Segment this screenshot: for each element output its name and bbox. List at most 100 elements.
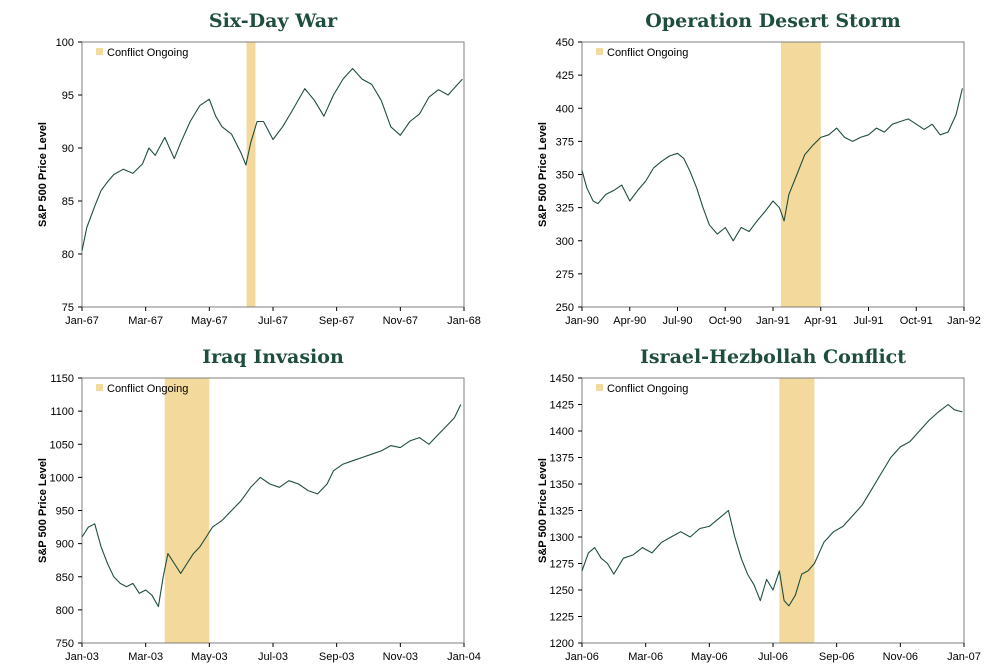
y-tick-label: 1400 xyxy=(550,426,574,438)
legend-swatch xyxy=(96,384,103,391)
y-tick-label: 900 xyxy=(56,539,74,551)
y-tick-label: 1225 xyxy=(550,612,574,624)
price-series-line xyxy=(581,403,963,607)
x-tick-label: Mar-06 xyxy=(628,651,663,663)
conflict-band xyxy=(246,42,256,307)
y-axis-label: S&P 500 Price Level xyxy=(37,122,49,227)
x-tick-label: Jul-03 xyxy=(258,651,288,663)
y-tick-label: 750 xyxy=(56,638,74,650)
y-tick-label: 1000 xyxy=(50,472,74,484)
chart-svg: Israel-Hezbollah Conflict 1200 1225 1250 127… xyxy=(537,346,981,663)
y-tick-label: 95 xyxy=(62,90,74,102)
y-tick-label: 100 xyxy=(56,37,74,49)
y-tick-label: 1375 xyxy=(550,453,574,465)
x-tick-label: Apr-91 xyxy=(804,315,837,327)
chart-panel-operation-desert-storm: Operation Desert Storm 250 275 300 325 350 375… xyxy=(500,0,1000,336)
x-tick-label: Jul-91 xyxy=(854,315,884,327)
x-tick-label: Mar-03 xyxy=(128,651,163,663)
y-tick-label: 325 xyxy=(556,203,574,215)
y-tick-label: 75 xyxy=(62,302,74,314)
chart-title: Six-Day War xyxy=(209,10,338,32)
y-tick-label: 1325 xyxy=(550,506,574,518)
chart-title: Operation Desert Storm xyxy=(645,10,900,32)
y-tick-label: 80 xyxy=(62,249,74,261)
legend-swatch xyxy=(596,48,603,55)
y-axis-label: S&P 500 Price Level xyxy=(537,122,549,227)
y-tick-label: 950 xyxy=(56,506,74,518)
y-tick-label: 90 xyxy=(62,143,74,155)
conflict-band xyxy=(780,42,821,307)
price-series-line xyxy=(581,88,963,242)
y-tick-label: 1250 xyxy=(550,585,574,597)
y-tick-label: 375 xyxy=(556,136,574,148)
y-tick-label: 400 xyxy=(556,103,574,115)
chart-panel-six-day-war: Six-Day War 75 80 85 90 95 100 Jan-67 Mar-67 May-… xyxy=(0,0,500,336)
x-tick-label: Jul-67 xyxy=(258,315,288,327)
x-tick-label: Jan-90 xyxy=(565,315,599,327)
chart-svg: Iraq Invasion 750 800 850 900 950 1000 1050 1100… xyxy=(37,346,481,663)
y-tick-label: 1200 xyxy=(550,638,574,650)
x-tick-label: May-03 xyxy=(191,651,228,663)
y-tick-label: 250 xyxy=(556,302,574,314)
y-tick-label: 1450 xyxy=(550,373,574,385)
x-tick-label: Jan-06 xyxy=(565,651,599,663)
x-tick-label: Oct-90 xyxy=(709,315,742,327)
x-tick-label: May-67 xyxy=(191,315,228,327)
x-tick-label: Mar-67 xyxy=(128,315,163,327)
legend-label: Conflict Ongoing xyxy=(107,383,188,395)
chart-svg: Operation Desert Storm 250 275 300 325 350 375… xyxy=(537,10,981,327)
chart-panel-israel-hezbollah: Israel-Hezbollah Conflict 1200 1225 1250 127… xyxy=(500,336,1000,672)
x-tick-label: Nov-03 xyxy=(383,651,418,663)
chart-panel-iraq-invasion: Iraq Invasion 750 800 850 900 950 1000 1050 1100… xyxy=(0,336,500,672)
x-tick-label: Sep-06 xyxy=(819,651,854,663)
y-tick-label: 425 xyxy=(556,70,574,82)
y-tick-label: 1350 xyxy=(550,479,574,491)
x-tick-label: Nov-06 xyxy=(883,651,918,663)
x-tick-label: Jul-90 xyxy=(663,315,693,327)
legend-swatch xyxy=(596,384,603,391)
plot-frame xyxy=(581,41,965,308)
x-tick-label: Jul-06 xyxy=(758,651,788,663)
y-tick-label: 300 xyxy=(556,236,574,248)
y-tick-label: 1425 xyxy=(550,400,574,412)
y-tick-label: 275 xyxy=(556,269,574,281)
chart-title: Israel-Hezbollah Conflict xyxy=(640,346,906,368)
x-tick-label: Apr-90 xyxy=(613,315,646,327)
plot-frame xyxy=(81,377,465,644)
x-tick-label: Jan-68 xyxy=(447,315,481,327)
price-series-line xyxy=(81,67,463,251)
y-tick-label: 1050 xyxy=(50,439,74,451)
y-axis-label: S&P 500 Price Level xyxy=(37,458,49,563)
y-tick-label: 350 xyxy=(556,170,574,182)
legend-label: Conflict Ongoing xyxy=(607,383,688,395)
x-tick-label: Jan-04 xyxy=(447,651,481,663)
x-tick-label: May-06 xyxy=(691,651,728,663)
y-tick-label: 85 xyxy=(62,196,74,208)
x-tick-label: Sep-67 xyxy=(319,315,354,327)
x-tick-label: Sep-03 xyxy=(319,651,354,663)
legend-swatch xyxy=(96,48,103,55)
y-tick-label: 850 xyxy=(56,572,74,584)
chart-svg: Six-Day War 75 80 85 90 95 100 Jan-67 Mar-67 May-… xyxy=(37,10,481,327)
y-axis-label: S&P 500 Price Level xyxy=(537,458,549,563)
x-tick-label: Jan-03 xyxy=(65,651,99,663)
chart-title: Iraq Invasion xyxy=(202,346,344,368)
legend-label: Conflict Ongoing xyxy=(607,47,688,59)
x-tick-label: Nov-67 xyxy=(383,315,418,327)
x-tick-label: Oct-91 xyxy=(900,315,933,327)
conflict-band xyxy=(779,378,815,643)
y-tick-label: 450 xyxy=(556,37,574,49)
conflict-band xyxy=(164,378,210,643)
legend-label: Conflict Ongoing xyxy=(107,47,188,59)
x-tick-label: Jan-92 xyxy=(947,315,981,327)
x-tick-label: Jan-91 xyxy=(756,315,790,327)
x-tick-label: Jan-67 xyxy=(65,315,99,327)
price-series-line xyxy=(81,404,462,608)
y-tick-label: 1300 xyxy=(550,532,574,544)
y-tick-label: 800 xyxy=(56,605,74,617)
plot-frame xyxy=(81,41,465,308)
y-tick-label: 1275 xyxy=(550,559,574,571)
x-tick-label: Jan-07 xyxy=(947,651,981,663)
y-tick-label: 1150 xyxy=(50,373,74,385)
y-tick-label: 1100 xyxy=(50,406,74,418)
